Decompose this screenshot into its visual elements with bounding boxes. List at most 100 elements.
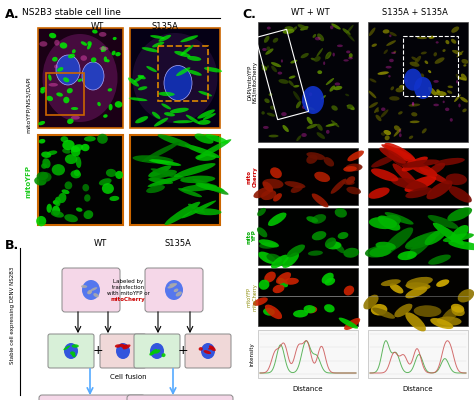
Ellipse shape	[82, 280, 100, 300]
Ellipse shape	[63, 77, 69, 82]
Ellipse shape	[164, 202, 200, 225]
Ellipse shape	[99, 178, 111, 186]
Ellipse shape	[109, 104, 112, 110]
Ellipse shape	[104, 56, 107, 62]
Ellipse shape	[383, 29, 390, 34]
Ellipse shape	[52, 57, 58, 62]
Ellipse shape	[346, 164, 363, 171]
Bar	[130, 28, 220, 128]
Ellipse shape	[437, 89, 440, 93]
Ellipse shape	[463, 64, 466, 67]
Ellipse shape	[182, 200, 216, 218]
FancyBboxPatch shape	[48, 334, 94, 368]
Bar	[368, 330, 468, 378]
Ellipse shape	[428, 163, 445, 175]
Ellipse shape	[447, 207, 472, 221]
Ellipse shape	[372, 308, 395, 319]
Ellipse shape	[184, 144, 220, 158]
Ellipse shape	[324, 304, 335, 312]
Ellipse shape	[87, 290, 92, 294]
Ellipse shape	[346, 25, 354, 34]
Ellipse shape	[34, 176, 46, 186]
Ellipse shape	[56, 55, 80, 85]
Ellipse shape	[48, 83, 58, 86]
Ellipse shape	[300, 26, 309, 30]
Ellipse shape	[369, 247, 391, 257]
Ellipse shape	[325, 278, 335, 286]
Ellipse shape	[421, 52, 427, 54]
Ellipse shape	[181, 184, 217, 192]
Ellipse shape	[420, 74, 424, 78]
Text: mito
YFP: mito YFP	[246, 230, 257, 244]
Ellipse shape	[138, 86, 147, 90]
Ellipse shape	[389, 150, 408, 167]
Ellipse shape	[201, 343, 215, 359]
Text: WT: WT	[91, 22, 104, 31]
Ellipse shape	[151, 168, 185, 179]
Bar	[368, 148, 468, 205]
Ellipse shape	[193, 179, 228, 195]
Ellipse shape	[335, 208, 347, 218]
Ellipse shape	[259, 239, 279, 248]
Ellipse shape	[460, 97, 468, 102]
Ellipse shape	[264, 98, 270, 103]
Ellipse shape	[436, 279, 449, 287]
Ellipse shape	[458, 104, 461, 108]
Ellipse shape	[155, 350, 160, 354]
Ellipse shape	[435, 57, 445, 64]
Ellipse shape	[425, 229, 447, 245]
Ellipse shape	[414, 77, 432, 99]
Ellipse shape	[154, 118, 168, 126]
Ellipse shape	[48, 74, 52, 81]
Ellipse shape	[150, 35, 165, 39]
Ellipse shape	[267, 26, 271, 30]
Ellipse shape	[196, 139, 231, 159]
Ellipse shape	[268, 212, 286, 226]
Ellipse shape	[447, 86, 453, 88]
Ellipse shape	[411, 56, 418, 61]
Ellipse shape	[326, 242, 341, 250]
Bar	[258, 208, 358, 265]
Ellipse shape	[46, 150, 57, 155]
Ellipse shape	[302, 86, 324, 114]
Ellipse shape	[158, 35, 171, 42]
Text: C.: C.	[242, 8, 256, 21]
Ellipse shape	[346, 176, 355, 184]
Ellipse shape	[273, 193, 282, 202]
Text: Distance: Distance	[293, 386, 323, 392]
Text: DAPI/mitoYFP
NS3/mitoCherry: DAPI/mitoYFP NS3/mitoCherry	[246, 61, 257, 103]
Ellipse shape	[87, 41, 92, 46]
Ellipse shape	[450, 225, 469, 242]
Ellipse shape	[339, 318, 358, 329]
Ellipse shape	[310, 58, 316, 60]
Ellipse shape	[293, 85, 300, 88]
Ellipse shape	[71, 144, 83, 152]
Ellipse shape	[345, 94, 349, 96]
Ellipse shape	[349, 53, 353, 58]
Ellipse shape	[342, 180, 355, 185]
Ellipse shape	[111, 51, 116, 55]
Ellipse shape	[205, 134, 228, 144]
Ellipse shape	[65, 154, 77, 164]
Ellipse shape	[391, 86, 394, 90]
Ellipse shape	[293, 91, 301, 101]
Ellipse shape	[174, 51, 191, 57]
Ellipse shape	[116, 343, 130, 359]
Ellipse shape	[451, 26, 459, 33]
Text: NS2B3 stable cell line: NS2B3 stable cell line	[22, 8, 121, 17]
Ellipse shape	[317, 124, 323, 131]
Ellipse shape	[331, 179, 346, 194]
Ellipse shape	[51, 210, 64, 218]
Ellipse shape	[369, 28, 375, 36]
Text: intensity: intensity	[249, 342, 255, 366]
Ellipse shape	[433, 223, 465, 245]
Ellipse shape	[434, 158, 465, 166]
Ellipse shape	[101, 46, 106, 52]
Ellipse shape	[167, 285, 175, 288]
Ellipse shape	[60, 42, 67, 49]
Ellipse shape	[71, 146, 81, 156]
Bar	[255, 29, 309, 120]
Ellipse shape	[194, 134, 213, 144]
Text: mitoYFP: mitoYFP	[25, 166, 31, 198]
Ellipse shape	[198, 91, 212, 96]
